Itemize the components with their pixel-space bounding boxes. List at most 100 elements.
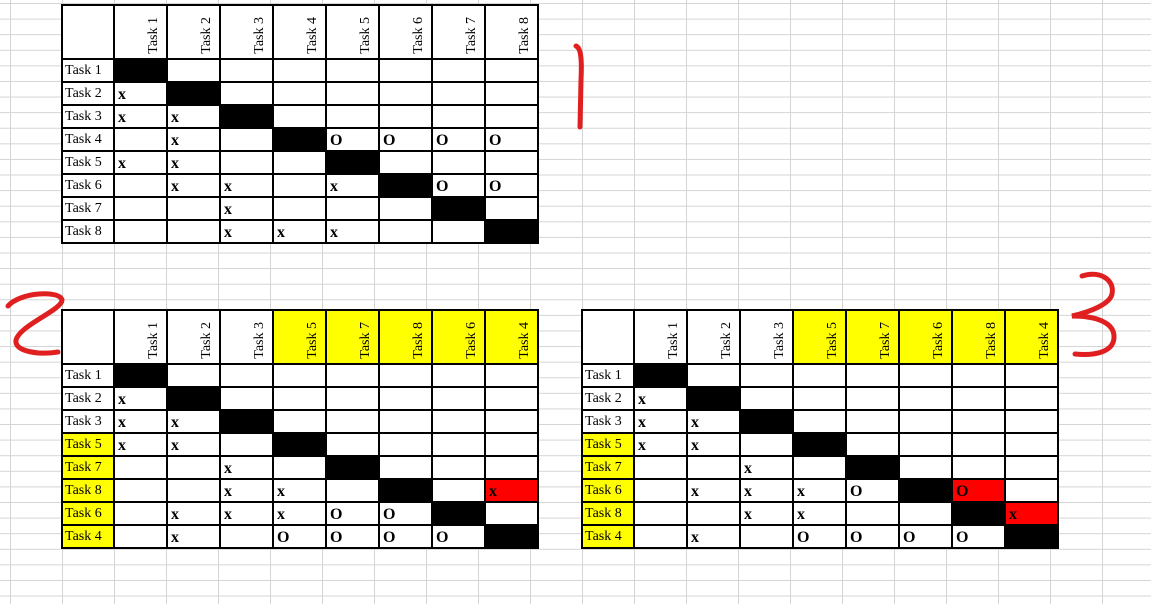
dependency-cell[interactable]: x (113, 81, 168, 106)
empty-cell[interactable] (166, 219, 221, 244)
dependency-cell[interactable]: O (431, 127, 486, 152)
empty-cell[interactable] (484, 455, 539, 480)
column-header[interactable]: Task 1 (113, 4, 168, 60)
dependency-cell[interactable]: x (219, 173, 274, 198)
dependency-cell[interactable]: x (686, 409, 741, 434)
empty-cell[interactable] (792, 409, 847, 434)
dependency-cell[interactable]: x (219, 196, 274, 221)
conflict-cell[interactable]: x (484, 478, 539, 503)
diagonal-cell[interactable] (484, 219, 539, 244)
empty-cell[interactable] (378, 150, 433, 175)
dependency-cell[interactable]: x (166, 524, 221, 549)
empty-cell[interactable] (378, 363, 433, 388)
empty-cell[interactable] (739, 524, 794, 549)
dependency-cell[interactable]: x (633, 386, 688, 411)
empty-cell[interactable] (845, 501, 900, 526)
column-header[interactable]: Task 6 (898, 309, 953, 365)
dependency-cell[interactable]: x (739, 501, 794, 526)
row-header[interactable]: Task 5 (581, 432, 635, 457)
row-header[interactable]: Task 7 (61, 455, 115, 480)
dependency-cell[interactable]: x (166, 432, 221, 457)
empty-cell[interactable] (431, 409, 486, 434)
empty-cell[interactable] (431, 104, 486, 129)
diagonal-cell[interactable] (378, 478, 433, 503)
empty-cell[interactable] (898, 409, 953, 434)
column-header[interactable]: Task 4 (484, 309, 539, 365)
column-header[interactable]: Task 3 (739, 309, 794, 365)
dependency-cell[interactable]: x (325, 173, 380, 198)
dependency-cell[interactable]: O (378, 524, 433, 549)
empty-cell[interactable] (378, 455, 433, 480)
row-header[interactable]: Task 7 (581, 455, 635, 480)
empty-cell[interactable] (113, 501, 168, 526)
diagonal-cell[interactable] (166, 81, 221, 106)
column-header[interactable]: Task 3 (219, 309, 274, 365)
column-header[interactable]: Task 7 (845, 309, 900, 365)
diagonal-cell[interactable] (845, 455, 900, 480)
row-header[interactable]: Task 3 (61, 104, 115, 129)
row-header[interactable]: Task 4 (61, 524, 115, 549)
empty-cell[interactable] (272, 196, 327, 221)
column-header[interactable]: Task 5 (792, 309, 847, 365)
empty-cell[interactable] (792, 363, 847, 388)
empty-cell[interactable] (113, 455, 168, 480)
corner-cell[interactable] (61, 309, 115, 365)
diagonal-cell[interactable] (272, 127, 327, 152)
conflict-cell[interactable]: x (1004, 501, 1059, 526)
empty-cell[interactable] (1004, 386, 1059, 411)
empty-cell[interactable] (166, 196, 221, 221)
empty-cell[interactable] (951, 432, 1006, 457)
dependency-cell[interactable]: x (633, 409, 688, 434)
empty-cell[interactable] (378, 219, 433, 244)
row-header[interactable]: Task 8 (61, 478, 115, 503)
diagonal-cell[interactable] (484, 524, 539, 549)
empty-cell[interactable] (325, 409, 380, 434)
dependency-cell[interactable]: x (166, 104, 221, 129)
empty-cell[interactable] (845, 432, 900, 457)
dependency-cell[interactable]: O (378, 127, 433, 152)
dependency-cell[interactable]: x (633, 432, 688, 457)
empty-cell[interactable] (272, 363, 327, 388)
dependency-cell[interactable]: x (739, 478, 794, 503)
dependency-cell[interactable]: x (686, 478, 741, 503)
empty-cell[interactable] (272, 455, 327, 480)
empty-cell[interactable] (325, 81, 380, 106)
empty-cell[interactable] (378, 409, 433, 434)
empty-cell[interactable] (484, 104, 539, 129)
row-header[interactable]: Task 3 (61, 409, 115, 434)
diagonal-cell[interactable] (325, 150, 380, 175)
empty-cell[interactable] (166, 58, 221, 83)
column-header[interactable]: Task 8 (484, 4, 539, 60)
empty-cell[interactable] (898, 455, 953, 480)
row-header[interactable]: Task 8 (581, 501, 635, 526)
empty-cell[interactable] (272, 150, 327, 175)
empty-cell[interactable] (272, 104, 327, 129)
column-header[interactable]: Task 7 (325, 309, 380, 365)
empty-cell[interactable] (272, 409, 327, 434)
row-header[interactable]: Task 7 (61, 196, 115, 221)
column-header[interactable]: Task 2 (686, 309, 741, 365)
column-header[interactable]: Task 5 (325, 4, 380, 60)
dependency-cell[interactable]: x (113, 432, 168, 457)
empty-cell[interactable] (431, 58, 486, 83)
row-header[interactable]: Task 2 (61, 386, 115, 411)
dependency-cell[interactable]: O (378, 501, 433, 526)
diagonal-cell[interactable] (113, 58, 168, 83)
diagonal-cell[interactable] (739, 409, 794, 434)
diagonal-cell[interactable] (113, 363, 168, 388)
empty-cell[interactable] (325, 58, 380, 83)
empty-cell[interactable] (1004, 455, 1059, 480)
empty-cell[interactable] (484, 501, 539, 526)
empty-cell[interactable] (431, 81, 486, 106)
dependency-cell[interactable]: x (166, 501, 221, 526)
empty-cell[interactable] (325, 478, 380, 503)
diagonal-cell[interactable] (219, 104, 274, 129)
conflict-cell[interactable]: O (951, 478, 1006, 503)
row-header[interactable]: Task 1 (581, 363, 635, 388)
column-header[interactable]: Task 6 (431, 309, 486, 365)
empty-cell[interactable] (113, 219, 168, 244)
dependency-cell[interactable]: O (325, 127, 380, 152)
diagonal-cell[interactable] (431, 196, 486, 221)
empty-cell[interactable] (739, 386, 794, 411)
dependency-cell[interactable]: x (113, 409, 168, 434)
